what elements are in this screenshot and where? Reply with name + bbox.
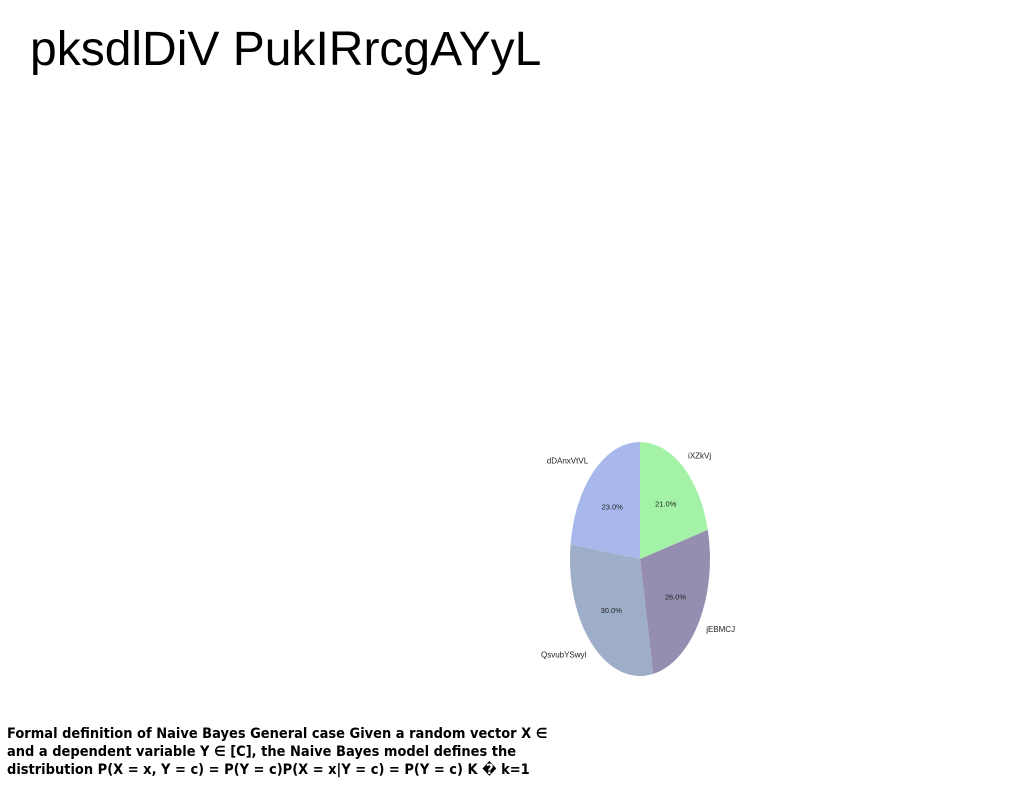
pie-pct-label-ixzkvj: 21.0% — [655, 500, 677, 509]
page-title: pksdlDiV PukIRrcgAYyL — [30, 23, 542, 76]
pie-labels: 21.0% iXZkVj 26.0% jEBMCJ 30.0% QsvubYSwyl 23.… — [541, 451, 735, 659]
pie-slices — [570, 442, 710, 676]
pie-category-label-jebmcj: jEBMCJ — [705, 625, 735, 634]
pie-category-label-ddanxvtvl: dDAnxVtVL — [547, 457, 589, 466]
pie-pct-label-jebmcj: 26.0% — [665, 593, 687, 602]
pie-category-label-ixzkvj: iXZkVj — [688, 451, 711, 460]
slide-caption: Formal definition of Naive Bayes General… — [7, 726, 548, 778]
pie-slice-qsvubyswyl — [570, 544, 654, 676]
pie-slice-ixzkvj — [640, 442, 708, 559]
pie-pct-label-qsvubyswyl: 30.0% — [601, 606, 623, 615]
pie-category-label-qsvubyswyl: QsvubYSwyl — [541, 651, 587, 660]
pie-slice-jebmcj — [640, 529, 710, 674]
pie-pct-label-ddanxvtvl: 23.0% — [602, 502, 624, 511]
pie-slice-ddanxvtvl — [570, 442, 640, 559]
pie-chart: 21.0% iXZkVj 26.0% jEBMCJ 30.0% QsvubYSwyl 23.… — [541, 442, 735, 676]
